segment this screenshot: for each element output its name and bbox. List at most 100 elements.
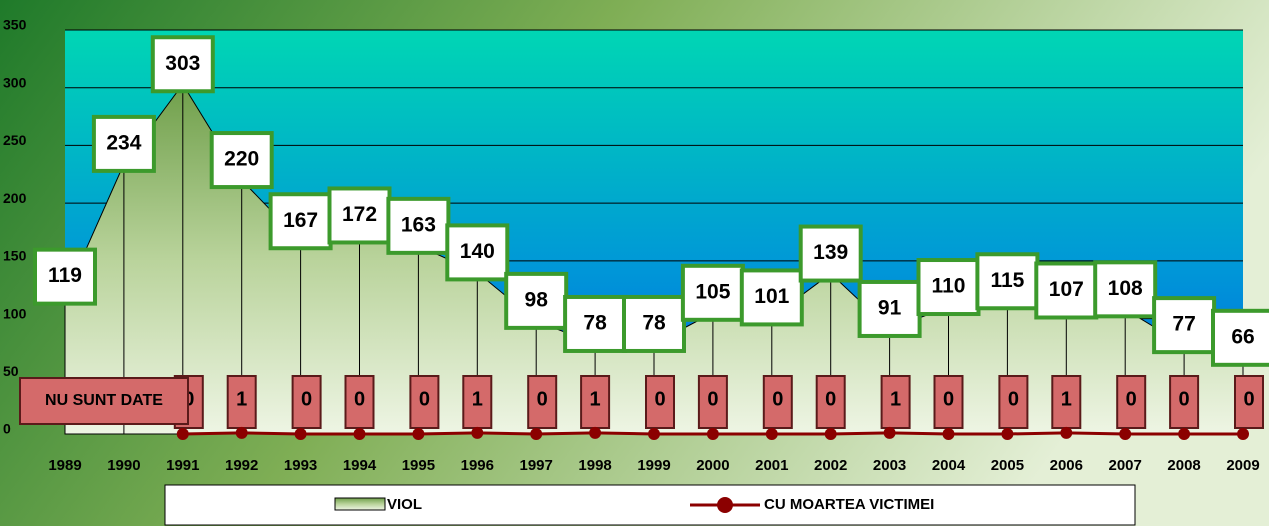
x-tick-label: 2000 bbox=[696, 457, 729, 474]
value-label-box bbox=[1116, 375, 1147, 429]
x-tick-label: 1997 bbox=[520, 457, 553, 474]
legend-label: CU MOARTEA VICTIMEI bbox=[764, 496, 934, 513]
value-label: 1 bbox=[890, 388, 901, 410]
x-tick-label: 1994 bbox=[343, 457, 377, 474]
x-tick-label: 1995 bbox=[402, 457, 435, 474]
value-label: 0 bbox=[772, 388, 783, 410]
x-tick-label: 2006 bbox=[1050, 457, 1083, 474]
value-label: 139 bbox=[813, 241, 848, 264]
y-tick-label: 250 bbox=[3, 132, 27, 148]
value-label: 101 bbox=[754, 285, 789, 308]
value-label-box bbox=[1234, 375, 1264, 429]
value-label: 0 bbox=[301, 388, 312, 410]
x-tick-label: 1999 bbox=[637, 457, 670, 474]
value-label: 303 bbox=[165, 52, 200, 75]
value-label-box bbox=[150, 35, 215, 94]
value-label-box bbox=[1152, 296, 1217, 355]
y-tick-label: 200 bbox=[3, 190, 27, 206]
marker bbox=[824, 428, 837, 440]
marker bbox=[471, 426, 484, 439]
value-label: 0 bbox=[354, 388, 365, 410]
value-label: 0 bbox=[825, 388, 836, 410]
value-label: 163 bbox=[401, 213, 436, 236]
value-label-box bbox=[857, 279, 922, 338]
value-label: 0 bbox=[654, 388, 665, 410]
annotation: NU SUNT DATE bbox=[45, 392, 163, 409]
x-tick-label: 1993 bbox=[284, 457, 317, 474]
value-label: 78 bbox=[642, 312, 666, 335]
y-tick-label: 150 bbox=[3, 248, 27, 264]
value-label: 91 bbox=[878, 297, 902, 320]
value-label-box bbox=[209, 131, 274, 190]
value-label: 77 bbox=[1172, 313, 1195, 336]
marker bbox=[765, 428, 778, 440]
value-label: 0 bbox=[1008, 388, 1019, 410]
value-label-box bbox=[739, 268, 804, 327]
x-tick-label: 1996 bbox=[461, 457, 494, 474]
y-tick-label: 50 bbox=[3, 363, 19, 379]
value-label-box bbox=[762, 375, 793, 429]
value-label: 0 bbox=[1126, 388, 1137, 410]
legend bbox=[164, 484, 1136, 526]
value-label: 105 bbox=[695, 280, 730, 303]
value-label: 108 bbox=[1108, 277, 1143, 300]
marker bbox=[589, 426, 602, 439]
value-label: 0 bbox=[1243, 388, 1254, 410]
y-tick-label: 350 bbox=[3, 17, 27, 33]
x-tick-label: 1991 bbox=[166, 457, 199, 474]
y-tick-label: 0 bbox=[3, 421, 11, 437]
value-label: 0 bbox=[943, 388, 954, 410]
marker bbox=[1001, 428, 1014, 440]
marker bbox=[1119, 428, 1132, 440]
y-tick-label: 300 bbox=[3, 74, 27, 90]
value-label-box bbox=[680, 263, 745, 322]
marker bbox=[412, 428, 425, 440]
value-label-box bbox=[645, 375, 675, 429]
value-label-box bbox=[798, 224, 863, 283]
value-label-box bbox=[1093, 260, 1158, 319]
value-label: 119 bbox=[48, 264, 82, 287]
value-label: 220 bbox=[224, 148, 259, 171]
value-label: 78 bbox=[583, 312, 607, 335]
value-label-box bbox=[409, 375, 440, 429]
x-tick-label: 2002 bbox=[814, 457, 847, 474]
value-label-box bbox=[327, 186, 392, 245]
marker bbox=[235, 426, 248, 439]
x-tick-label: 2001 bbox=[755, 457, 788, 474]
legend-swatch bbox=[334, 497, 386, 511]
value-label-box bbox=[880, 375, 911, 429]
value-label: 66 bbox=[1231, 325, 1254, 348]
value-label-box bbox=[1211, 308, 1269, 367]
value-label: 110 bbox=[932, 275, 966, 298]
marker bbox=[648, 428, 660, 440]
marker bbox=[942, 428, 955, 440]
value-label: 1 bbox=[1061, 388, 1072, 410]
value-label: 172 bbox=[342, 203, 377, 226]
x-tick-label: 2007 bbox=[1109, 457, 1142, 474]
value-label-box bbox=[33, 247, 97, 306]
value-label: 98 bbox=[525, 288, 549, 311]
marker bbox=[353, 428, 366, 440]
marker bbox=[706, 428, 719, 440]
value-label-box bbox=[268, 192, 333, 251]
value-label-box bbox=[998, 375, 1029, 429]
value-label: 140 bbox=[460, 240, 495, 263]
marker bbox=[1237, 428, 1249, 440]
value-label: 0 bbox=[1179, 388, 1190, 410]
x-tick-label: 1990 bbox=[107, 457, 140, 474]
legend-marker bbox=[717, 497, 733, 513]
value-label-box bbox=[344, 375, 375, 429]
value-label: 1 bbox=[236, 388, 247, 410]
value-label: 1 bbox=[472, 388, 483, 410]
value-label: 0 bbox=[419, 388, 430, 410]
x-tick-label: 1998 bbox=[578, 457, 611, 474]
value-label-box bbox=[916, 258, 981, 317]
value-label-box bbox=[291, 375, 322, 429]
value-label: 115 bbox=[990, 269, 1024, 292]
x-tick-label: 1989 bbox=[48, 457, 81, 474]
value-label: 1 bbox=[590, 388, 601, 410]
marker bbox=[530, 428, 543, 440]
value-label: 167 bbox=[283, 209, 318, 232]
x-tick-label: 2009 bbox=[1226, 457, 1259, 474]
